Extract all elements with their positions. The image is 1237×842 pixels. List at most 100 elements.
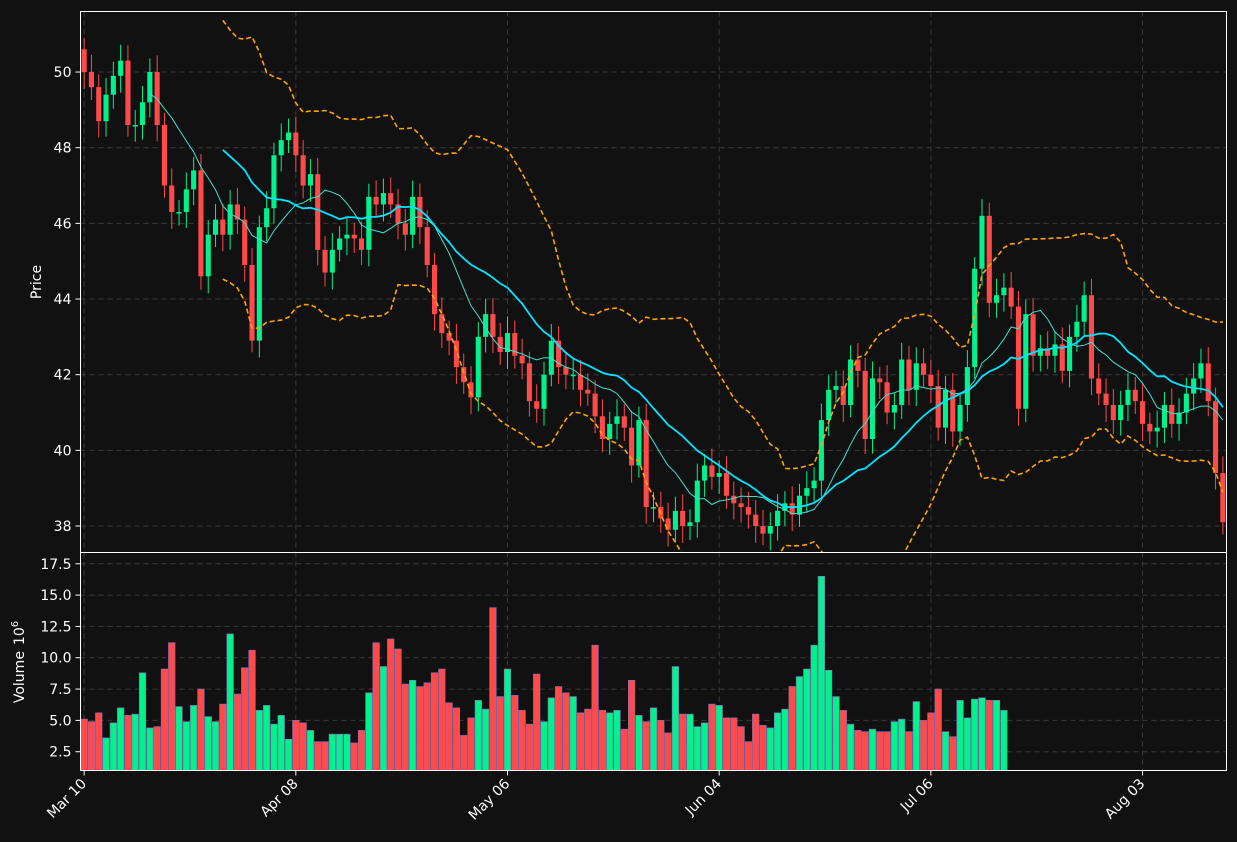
volume-axis-exponent-power: 6 bbox=[10, 621, 21, 627]
candle-body bbox=[344, 234, 350, 239]
candle-body bbox=[680, 510, 686, 527]
candle-body bbox=[242, 219, 248, 265]
volume-bar bbox=[401, 683, 409, 771]
volume-bar bbox=[503, 668, 512, 771]
volume-bar bbox=[934, 688, 942, 771]
volume-bar bbox=[555, 686, 563, 771]
volume-bar bbox=[752, 713, 760, 771]
candle-body bbox=[1125, 389, 1131, 405]
volume-bar bbox=[803, 668, 811, 771]
candle-body bbox=[234, 204, 240, 220]
candle-body bbox=[285, 132, 292, 141]
price-grid bbox=[80, 11, 1227, 553]
candle-body bbox=[979, 215, 985, 269]
candle-body bbox=[913, 363, 919, 390]
volume-bar bbox=[759, 725, 767, 771]
candle-body bbox=[293, 132, 299, 156]
candle-body bbox=[1008, 287, 1014, 307]
candle-body bbox=[1183, 393, 1189, 413]
bollinger-lower bbox=[222, 278, 1224, 553]
candle-body bbox=[256, 227, 262, 341]
candle-body bbox=[264, 208, 270, 228]
volume-bar bbox=[547, 697, 555, 771]
candle-body bbox=[1030, 314, 1036, 356]
volume-bar bbox=[255, 710, 263, 771]
volume-tick-label: 2.5 bbox=[49, 745, 71, 761]
candle-body bbox=[1067, 336, 1073, 371]
candle-body bbox=[461, 367, 467, 383]
candle-body bbox=[614, 416, 620, 424]
candle-body bbox=[738, 503, 744, 508]
candle-body bbox=[96, 87, 102, 122]
candle-body bbox=[534, 401, 540, 409]
candle-body bbox=[723, 473, 730, 496]
candle-body bbox=[1110, 404, 1116, 421]
candle-body bbox=[964, 367, 970, 405]
volume-bar bbox=[832, 696, 840, 771]
volume-bar bbox=[781, 708, 789, 771]
volume-bar bbox=[124, 715, 132, 771]
candle-body bbox=[767, 526, 773, 534]
candle-body bbox=[205, 234, 211, 277]
price-tick-label: 40 bbox=[54, 443, 72, 459]
volume-bar bbox=[372, 642, 380, 771]
volume-bar bbox=[671, 666, 679, 771]
candle-body bbox=[176, 212, 182, 214]
candle-body bbox=[1161, 404, 1168, 428]
candle-body bbox=[147, 72, 153, 103]
candle-body bbox=[183, 189, 189, 213]
candle-body bbox=[1103, 393, 1109, 405]
volume-bar bbox=[80, 718, 88, 771]
candle-body bbox=[1154, 427, 1160, 432]
volume-tick-label: 15.0 bbox=[40, 588, 71, 604]
volume-bar bbox=[138, 672, 147, 771]
candle-body bbox=[504, 333, 511, 352]
candle-body bbox=[424, 227, 430, 265]
candle-body bbox=[88, 72, 95, 88]
candle-body bbox=[358, 238, 365, 250]
volume-bar bbox=[985, 700, 993, 771]
candle-body bbox=[869, 378, 876, 440]
candle-body bbox=[1205, 363, 1211, 402]
volume-bar bbox=[883, 731, 891, 771]
candle-body bbox=[512, 333, 518, 356]
candle-body bbox=[483, 314, 489, 337]
price-tick-label: 44 bbox=[54, 292, 72, 308]
candle-body bbox=[198, 170, 204, 277]
indicator-lines bbox=[149, 19, 1224, 553]
candle-body bbox=[1037, 348, 1043, 356]
volume-bar bbox=[978, 697, 986, 771]
volume-bar bbox=[357, 730, 366, 771]
candle-body bbox=[307, 174, 313, 186]
candle-body bbox=[1147, 423, 1153, 432]
candle-body bbox=[1212, 401, 1219, 474]
candle-body bbox=[125, 60, 131, 125]
volume-bar bbox=[445, 702, 453, 771]
candle-body bbox=[1191, 378, 1197, 394]
candle-body bbox=[1198, 363, 1204, 379]
candle-body bbox=[118, 60, 124, 76]
candle-body bbox=[818, 420, 824, 481]
volume-bar bbox=[211, 721, 220, 771]
volume-tick-label: 5.0 bbox=[49, 713, 71, 729]
candle-body bbox=[950, 389, 956, 432]
volume-bar bbox=[664, 732, 672, 771]
volume-bar bbox=[241, 667, 249, 771]
price-axis: 38 40 42 44 46 48 50 bbox=[54, 65, 81, 535]
volume-bar bbox=[306, 730, 315, 771]
volume-bar bbox=[591, 644, 599, 771]
candle-body bbox=[81, 49, 87, 73]
volume-bar bbox=[168, 642, 176, 771]
volume-axis-title-text: Volume bbox=[12, 651, 28, 703]
candle-body bbox=[110, 75, 116, 95]
candle-body bbox=[1059, 344, 1065, 371]
volume-bar bbox=[708, 703, 716, 771]
volume-bar bbox=[489, 607, 497, 771]
candle-body bbox=[921, 363, 927, 375]
candle-body bbox=[1140, 401, 1146, 424]
volume-bar bbox=[233, 693, 242, 771]
candle-body bbox=[957, 404, 963, 432]
candle-body bbox=[848, 359, 854, 405]
volume-bar bbox=[379, 666, 388, 771]
volume-bar bbox=[628, 679, 636, 771]
